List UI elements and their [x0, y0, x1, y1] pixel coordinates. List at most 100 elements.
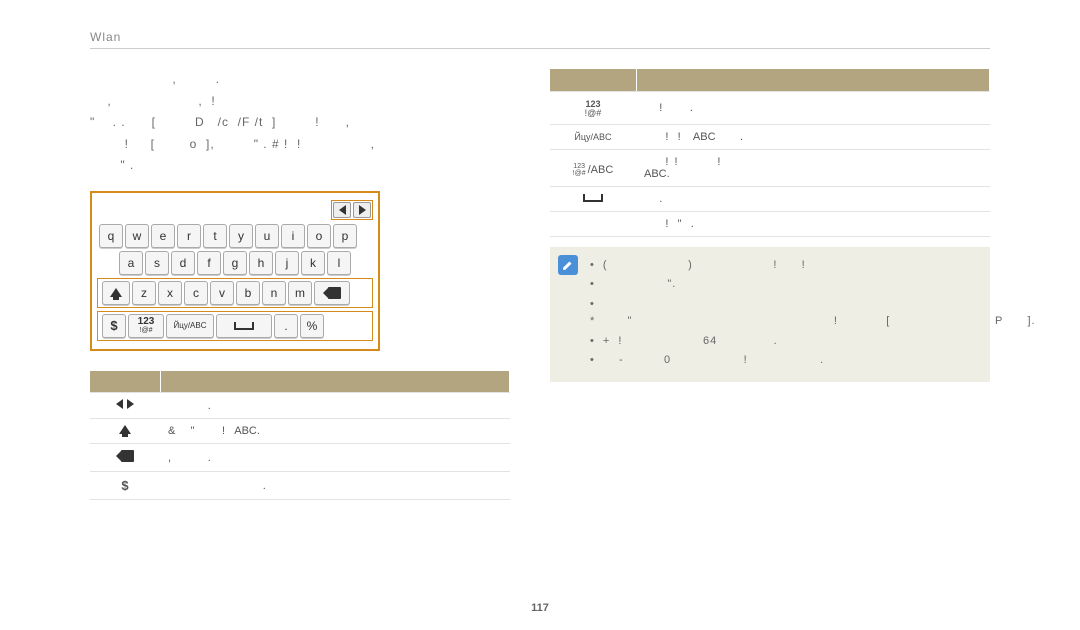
two-column-layout: , . , , ! " . . [ D /c /F /t ] ! , ! [ o… — [90, 69, 990, 500]
key-h[interactable]: h — [249, 251, 273, 275]
note-icon — [558, 255, 578, 275]
key-m[interactable]: m — [288, 281, 312, 305]
key-o[interactable]: o — [307, 224, 331, 248]
key-u[interactable]: u — [255, 224, 279, 248]
note-box: ( ) ! ! ". * " ! [ P ]. + ! 64 . - 0 ! . — [550, 247, 990, 383]
key-a[interactable]: a — [119, 251, 143, 275]
text-line: ! [ o ], " . # ! ! , — [90, 137, 375, 151]
desc-cell: & " ! ABC. — [160, 419, 510, 444]
text-line: " . — [90, 158, 134, 172]
icon-cell-backspace — [90, 444, 160, 472]
key-v[interactable]: v — [210, 281, 234, 305]
right-column: 123!@# ! . Йцу/ABC ! ! ABC . 123!@# /ABC — [550, 69, 990, 500]
space-key[interactable] — [216, 314, 272, 338]
icon-cell-empty — [550, 211, 636, 236]
desc-cell: . — [160, 472, 510, 500]
key-s[interactable]: s — [145, 251, 169, 275]
icon-cell-arrows — [90, 393, 160, 419]
note-item: + ! 64 . — [590, 333, 980, 351]
key-p[interactable]: p — [333, 224, 357, 248]
intro-paragraph: , . , , ! " . . [ D /c /F /t ] ! , ! [ o… — [90, 69, 510, 177]
key-e[interactable]: e — [151, 224, 175, 248]
table-row: Йцу/ABC ! ! ABC . — [550, 124, 990, 149]
note-item: ( ) ! ! — [590, 257, 980, 275]
page-number: 117 — [531, 602, 549, 614]
shift-icon — [110, 288, 122, 297]
cursor-arrows-group — [331, 200, 373, 220]
key-y[interactable]: y — [229, 224, 253, 248]
right-icon-table: 123!@# ! . Йцу/ABC ! ! ABC . 123!@# /ABC — [550, 69, 990, 237]
key-r[interactable]: r — [177, 224, 201, 248]
text-line: , , ! — [90, 94, 216, 108]
icon-cell-space — [550, 186, 636, 211]
desc-cell: . — [160, 393, 510, 419]
note-item: - 0 ! . — [590, 352, 980, 370]
key-b[interactable]: b — [236, 281, 260, 305]
icon-cell-numsym: 123!@# — [550, 91, 636, 124]
keyboard-row-4-highlight: $ 123 !@# Йцу/ABC . % — [97, 311, 373, 341]
percent-key[interactable]: % — [300, 314, 324, 338]
key-i[interactable]: i — [281, 224, 305, 248]
key-j[interactable]: j — [275, 251, 299, 275]
triangle-right-icon — [359, 205, 366, 215]
desc-cell: , . — [160, 444, 510, 472]
triangle-left-icon — [339, 205, 346, 215]
key-x[interactable]: x — [158, 281, 182, 305]
table-header-row — [90, 371, 510, 393]
table-row: ! " . — [550, 211, 990, 236]
dollar-label: $ — [110, 318, 117, 333]
key-q[interactable]: q — [99, 224, 123, 248]
numeric-mode-key[interactable]: 123 !@# — [128, 314, 164, 338]
table-row: . — [90, 393, 510, 419]
pencil-icon — [561, 258, 575, 272]
left-column: , . , , ! " . . [ D /c /F /t ] ! , ! [ o… — [90, 69, 510, 500]
table-row: $ . — [90, 472, 510, 500]
header-title: Wlan — [90, 30, 990, 44]
keyboard-row-3-highlight: z x c v b n m — [97, 278, 373, 308]
space-icon — [234, 322, 254, 330]
lang-switch-key[interactable]: Йцу/ABC — [166, 314, 214, 338]
keyboard-top-bar — [97, 198, 373, 224]
left-icon-table: . & " ! ABC. , . $ . — [90, 371, 510, 501]
text-line: , . — [90, 72, 220, 86]
keyboard-row-4: $ 123 !@# Йцу/ABC . % — [100, 314, 370, 338]
key-t[interactable]: t — [203, 224, 227, 248]
table-header-row — [550, 69, 990, 91]
key-k[interactable]: k — [301, 251, 325, 275]
icon-cell-lang: Йцу/ABC — [550, 124, 636, 149]
shift-icon — [119, 425, 131, 434]
triangle-right-icon — [127, 399, 134, 409]
key-w[interactable]: w — [125, 224, 149, 248]
key-f[interactable]: f — [197, 251, 221, 275]
note-item-cont: ". — [590, 276, 980, 294]
note-list: ( ) ! ! ". * " ! [ P ]. + ! 64 . - 0 ! . — [590, 257, 980, 371]
dot-key[interactable]: . — [274, 314, 298, 338]
icon-cell-numabc: 123!@# /ABC — [550, 149, 636, 186]
backspace-key[interactable] — [314, 281, 350, 305]
arrow-right-key[interactable] — [353, 202, 371, 218]
triangle-left-icon — [116, 399, 123, 409]
dollar-key[interactable]: $ — [102, 314, 126, 338]
page-container: Wlan , . , , ! " . . [ D /c /F /t ] ! , … — [0, 0, 1080, 500]
desc-cell: . — [636, 186, 990, 211]
desc-cell: ! . — [636, 91, 990, 124]
key-z[interactable]: z — [132, 281, 156, 305]
table-row: 123!@# ! . — [550, 91, 990, 124]
arrow-left-key[interactable] — [333, 202, 351, 218]
backspace-icon — [323, 287, 341, 299]
text-line: " . . [ D /c /F /t ] ! , — [90, 115, 350, 129]
note-item: * " ! [ P ]. — [590, 296, 980, 331]
table-row: . — [550, 186, 990, 211]
key-g[interactable]: g — [223, 251, 247, 275]
desc-cell: ! " . — [636, 211, 990, 236]
key-n[interactable]: n — [262, 281, 286, 305]
table-row: , . — [90, 444, 510, 472]
key-d[interactable]: d — [171, 251, 195, 275]
desc-cell: ! ! ABC . — [636, 124, 990, 149]
desc-cell: ! ! ! ABC. — [636, 149, 990, 186]
shift-key[interactable] — [102, 281, 130, 305]
keyboard-figure: q w e r t y u i o p a s d f g h — [90, 191, 380, 351]
key-l[interactable]: l — [327, 251, 351, 275]
num-sub-label: !@# — [140, 327, 153, 334]
key-c[interactable]: c — [184, 281, 208, 305]
